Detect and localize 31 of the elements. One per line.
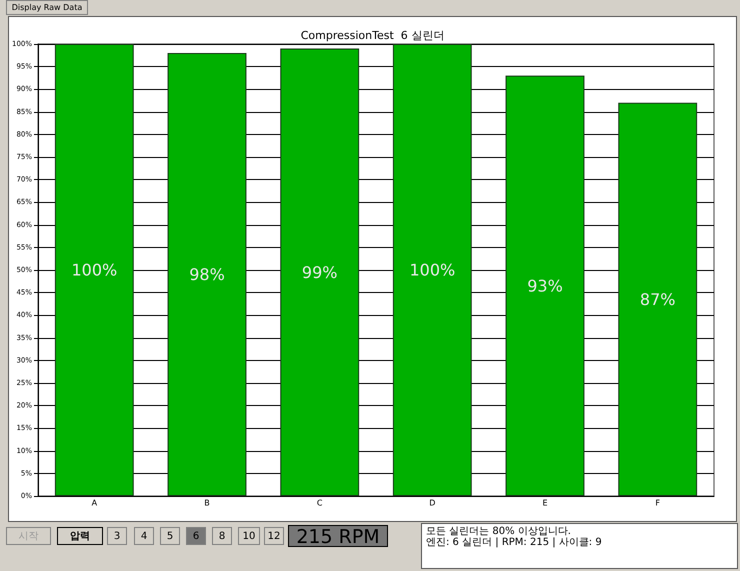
x-tick-label: B: [204, 498, 210, 508]
rpm-display: 215 RPM: [288, 525, 388, 547]
x-tick-label: F: [655, 498, 660, 508]
bar: [168, 53, 246, 496]
button: 4: [134, 527, 154, 545]
message-box: 모든 실린더는 80% 이상입니다. 엔진: 6 실린더 | RPM: 215 | 사이클: 9: [421, 523, 738, 569]
bar: [618, 102, 698, 496]
bar: [280, 48, 360, 496]
data-label: 98%: [189, 265, 225, 284]
button: 10: [238, 527, 260, 545]
button: 12: [264, 527, 284, 545]
button: 3: [107, 527, 127, 545]
bar: [54, 44, 134, 496]
button: 시작: [6, 527, 51, 545]
x-tick-label: C: [316, 498, 323, 508]
data-label: 87%: [640, 290, 676, 309]
button: 6: [186, 527, 206, 545]
data-label: 100%: [409, 260, 456, 280]
x-tick-label: A: [92, 498, 98, 508]
chart-title: CompressionTest 6 실린더: [300, 29, 444, 42]
button: Display Raw Data: [6, 0, 88, 15]
bar: [392, 44, 472, 496]
button: 5: [160, 527, 180, 545]
x-tick-label: D: [429, 498, 436, 508]
bar: [506, 76, 584, 496]
button: 8: [212, 527, 232, 545]
button: 압력: [57, 527, 103, 545]
data-label: 100%: [71, 260, 118, 280]
data-label: 99%: [302, 262, 338, 282]
x-tick-label: E: [542, 498, 548, 508]
data-label: 93%: [527, 276, 563, 296]
